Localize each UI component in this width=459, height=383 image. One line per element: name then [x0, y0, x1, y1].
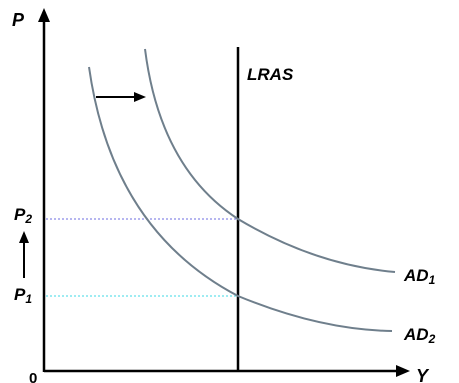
- lras-label: LRAS: [247, 65, 294, 84]
- x-axis-arrowhead: [396, 365, 410, 377]
- p2-label: P2: [14, 205, 32, 226]
- y-axis-label: P: [12, 10, 25, 30]
- x-axis-label: Y: [416, 366, 430, 383]
- up-arrow-icon: [19, 231, 29, 278]
- ad2-label: AD2: [403, 325, 436, 346]
- ad1-label: AD1: [403, 266, 436, 287]
- ad2-curve: [89, 67, 392, 331]
- y-axis-arrowhead: [38, 8, 50, 22]
- origin-label: 0: [29, 370, 37, 383]
- p1-label: P1: [14, 285, 32, 306]
- right-arrow-icon: [96, 92, 146, 102]
